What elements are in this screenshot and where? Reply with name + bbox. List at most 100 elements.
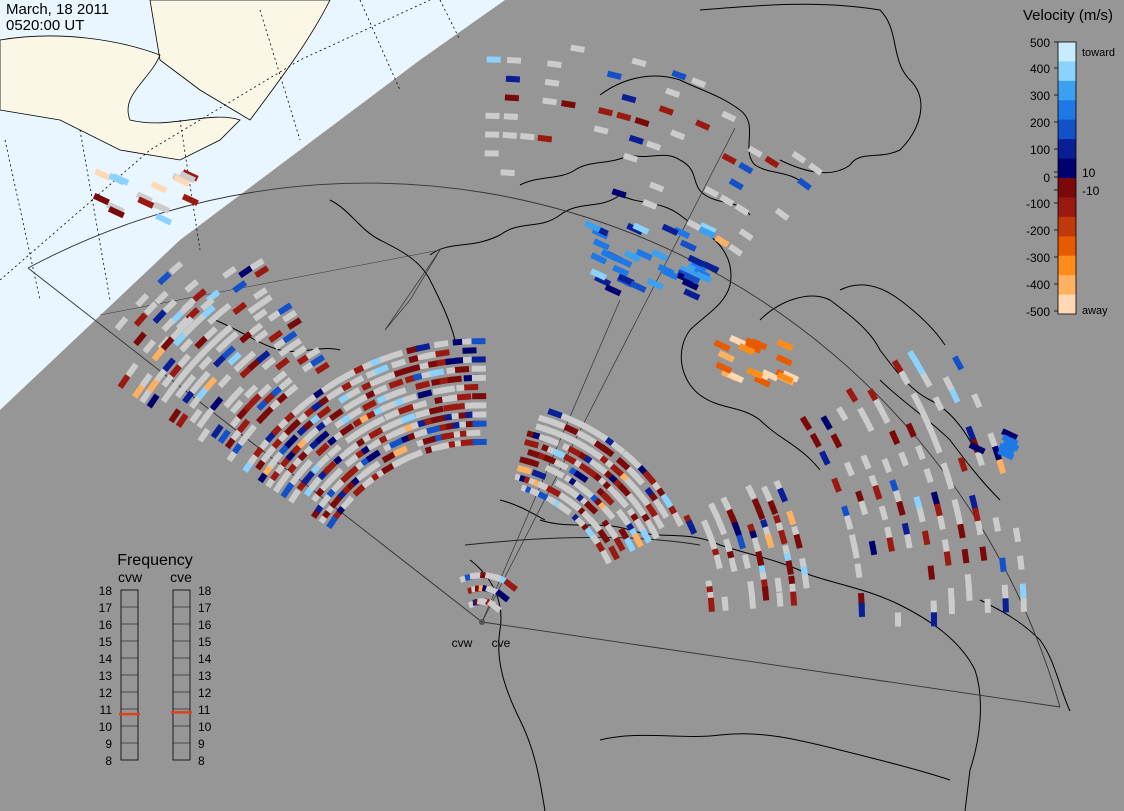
echo-cell <box>466 429 481 437</box>
echo-cell <box>854 563 863 579</box>
colorbar-away-label: away <box>1082 305 1108 317</box>
echo-cell <box>942 376 955 392</box>
echo-cell <box>707 536 719 552</box>
echo-cell <box>255 350 271 364</box>
echo-cell <box>624 477 639 492</box>
colorbar-segment <box>1058 216 1076 237</box>
echo-cell <box>679 239 697 252</box>
echo-cell <box>934 503 944 519</box>
echo-cell <box>182 374 197 389</box>
echo-cell <box>456 393 472 401</box>
echo-cell <box>217 373 232 389</box>
echo-cell <box>244 384 259 399</box>
echo-cell <box>954 511 964 527</box>
echo-cell <box>1001 428 1019 441</box>
echo-cell <box>932 395 945 412</box>
echo-cell <box>632 222 650 235</box>
echo-cell <box>318 493 332 509</box>
coastline <box>699 3 922 174</box>
echo-cell <box>965 586 973 601</box>
echo-cell <box>991 445 1003 461</box>
echo-cell <box>634 117 650 127</box>
echo-cell <box>1001 584 1009 599</box>
echo-cell <box>287 337 303 351</box>
frequency-tick-left: 14 <box>99 652 113 666</box>
echo-cell <box>175 413 189 428</box>
coastline <box>429 194 821 471</box>
echo-cell <box>392 445 409 458</box>
echo-cell <box>671 511 684 527</box>
echo-cell <box>557 502 572 516</box>
echo-cell <box>728 178 744 191</box>
echo-cell <box>721 152 737 165</box>
echo-cell <box>168 261 184 275</box>
frequency-tick-left: 16 <box>99 618 113 632</box>
echo-cell <box>860 454 872 470</box>
map-time: 0520:00 UT <box>6 17 85 34</box>
echo-cell <box>182 389 196 404</box>
echo-cell <box>472 393 487 400</box>
echo-cell <box>969 494 979 510</box>
echo-cell <box>736 534 747 550</box>
echo-cell <box>1019 583 1027 598</box>
frequency-tick-right: 11 <box>198 703 211 717</box>
echo-cell <box>843 461 855 477</box>
echo-cell <box>282 309 298 323</box>
echo-cell <box>472 411 487 418</box>
echo-cell <box>396 453 413 466</box>
echo-cell <box>764 155 780 169</box>
echo-cell <box>168 378 182 394</box>
echo-cell <box>486 56 501 63</box>
echo-cell <box>972 507 981 523</box>
echo-cell <box>785 560 794 576</box>
echo-cell <box>275 357 290 371</box>
echo-cell <box>1001 434 1019 447</box>
echo-cell <box>388 378 404 389</box>
echo-cell <box>699 222 717 235</box>
echo-cell <box>592 238 610 251</box>
map-date: March, 18 2011 <box>6 1 110 18</box>
echo-cell <box>690 77 707 88</box>
colorbar-toward-label: toward <box>1082 47 1115 59</box>
echo-cell <box>485 112 500 120</box>
echo-cell <box>172 332 187 347</box>
echo-cell <box>878 505 889 521</box>
echo-cell <box>339 423 355 437</box>
colorbar-segment <box>1058 158 1076 179</box>
echo-cell <box>974 520 984 536</box>
echo-cell <box>576 429 592 442</box>
echo-cell <box>609 463 625 478</box>
echo-cell <box>715 361 733 374</box>
echo-cell <box>600 249 618 262</box>
echo-cell <box>868 540 878 556</box>
colorbar-tick-label: -300 <box>1026 251 1050 265</box>
echo-cell <box>947 587 955 603</box>
echo-cell <box>150 181 168 194</box>
echo-cell <box>627 455 642 469</box>
echo-cell <box>544 78 560 87</box>
echo-cell <box>485 131 500 138</box>
echo-cell <box>209 396 224 412</box>
echo-cell <box>249 258 265 271</box>
echo-cell <box>547 408 563 419</box>
echo-cell <box>278 377 293 391</box>
echo-cell <box>184 279 199 293</box>
daylight-land <box>0 0 331 161</box>
echo-cell <box>992 516 1002 532</box>
echo-cell <box>162 357 176 373</box>
echo-cell <box>920 372 933 388</box>
colorbar-segment <box>1058 294 1076 315</box>
echo-cell <box>597 107 614 117</box>
echo-cell <box>326 514 339 530</box>
echo-cell <box>549 467 565 479</box>
echo-cell <box>843 514 854 531</box>
echo-cell <box>713 554 723 570</box>
echo-cell <box>999 557 1007 572</box>
echo-cell <box>716 520 727 536</box>
coastline <box>599 75 806 186</box>
echo-cell <box>914 361 927 377</box>
coastline <box>519 154 751 216</box>
echo-cell <box>913 496 923 512</box>
frequency-label-cve: cve <box>170 569 192 585</box>
colorbar-tick-label: 500 <box>1030 36 1050 50</box>
